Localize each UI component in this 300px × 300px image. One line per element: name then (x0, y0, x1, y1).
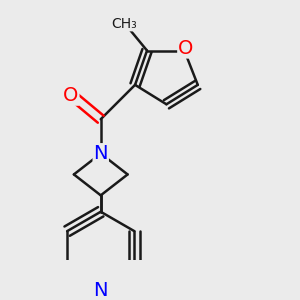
Text: O: O (63, 86, 79, 105)
Text: N: N (94, 144, 108, 163)
Text: N: N (94, 281, 108, 300)
Text: CH₃: CH₃ (112, 17, 137, 31)
Text: O: O (178, 39, 194, 58)
